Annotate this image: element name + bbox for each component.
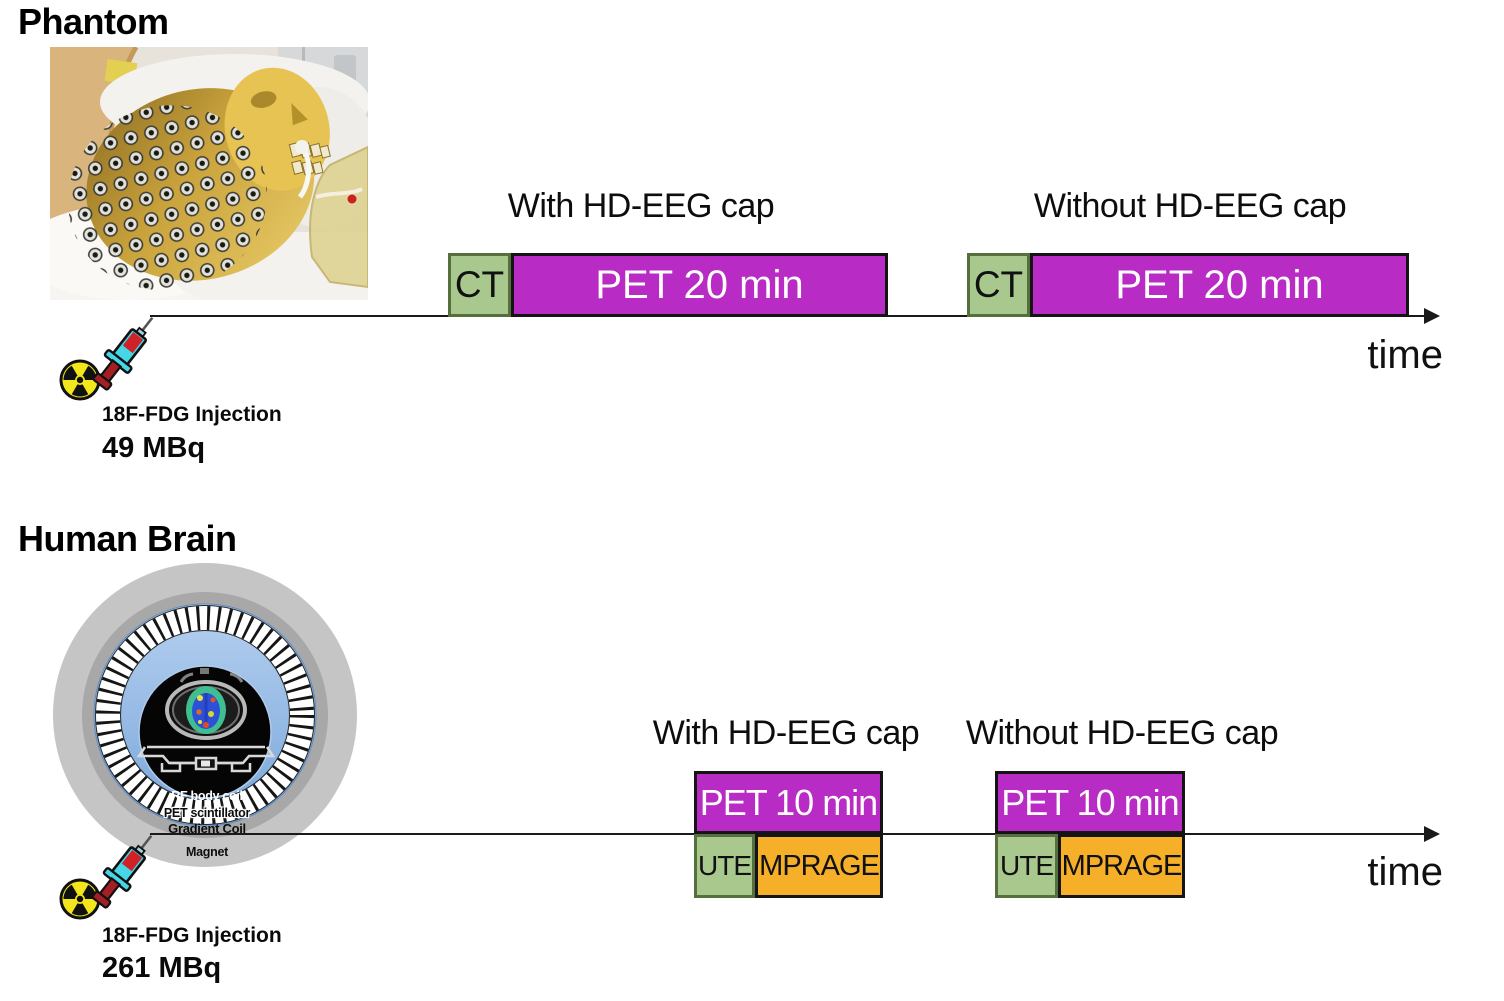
- syringe-icon: [92, 316, 154, 391]
- fluid-bag: [309, 145, 368, 289]
- ct-block-with-cap: CT: [448, 253, 511, 317]
- pet20-block-without-cap: PET 20 min: [1030, 253, 1409, 317]
- human-condition-with-label: With HD-EEG cap: [652, 714, 920, 752]
- phantom-timeline-arrowhead: [1424, 308, 1440, 324]
- phantom-photo: [50, 47, 368, 300]
- phantom-time-label: time: [1367, 333, 1443, 377]
- ct-block-without-cap: CT: [967, 253, 1030, 317]
- pet10-block-without-cap: PET 10 min: [995, 771, 1185, 834]
- syringe-icon: [91, 834, 153, 909]
- phantom-condition-with-label: With HD-EEG cap: [507, 187, 775, 225]
- mprage-block-without-cap: MPRAGE: [1058, 834, 1185, 898]
- human-condition-without-label: Without HD-EEG cap: [965, 714, 1279, 752]
- phantom-head: [67, 67, 331, 291]
- eeg-electrode-net: [67, 105, 268, 291]
- pet-scintillator-label: PET scintillator: [163, 806, 251, 820]
- pet-brain-image: [186, 686, 226, 734]
- magnet-label: Magnet: [186, 845, 228, 859]
- mr-pet-scanner-diagram: [53, 563, 357, 867]
- ute-block-with-cap: UTE: [694, 834, 755, 898]
- human-injection-dose: 261 MBq: [102, 952, 222, 984]
- phantom-section-title: Phantom: [18, 1, 169, 42]
- head-coil-top: [179, 672, 244, 683]
- human-brain-section-title: Human Brain: [18, 518, 237, 559]
- radioactive-icon: [59, 359, 101, 401]
- pet10-block-with-cap: PET 10 min: [694, 771, 883, 834]
- mprage-block-with-cap: MPRAGE: [755, 834, 883, 898]
- pet20-block-with-cap: PET 20 min: [511, 253, 888, 317]
- gradient-coil-label: Gradient Coil: [168, 821, 246, 836]
- rf-body-coil-label: RF body coil: [171, 789, 243, 803]
- ute-block-without-cap: UTE: [995, 834, 1058, 898]
- radioactive-icon: [59, 878, 101, 920]
- patient-bed-outline: [136, 745, 276, 773]
- human-timeline-arrowhead: [1424, 826, 1440, 842]
- phantom-injection-label: 18F-FDG Injection: [102, 403, 282, 426]
- phantom-injection-dose: 49 MBq: [102, 432, 206, 464]
- human-time-label: time: [1367, 850, 1443, 894]
- phantom-condition-without-label: Without HD-EEG cap: [1033, 187, 1347, 225]
- human-injection-label: 18F-FDG Injection: [102, 924, 282, 947]
- pet-scintillator-ring: [96, 606, 314, 824]
